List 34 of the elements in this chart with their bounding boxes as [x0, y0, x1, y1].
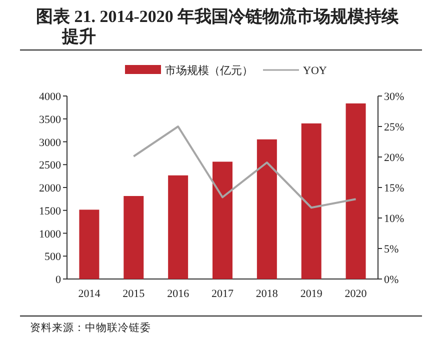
bar: [212, 162, 232, 279]
y-tick-label: 3500: [39, 114, 62, 126]
y-tick-label: 0: [56, 274, 62, 286]
bar: [168, 175, 188, 279]
bar: [346, 103, 366, 279]
y-tick-label: 4000: [39, 91, 62, 103]
x-tick-label: 2018: [256, 288, 278, 300]
y-tick-label: 500: [44, 251, 62, 264]
x-tick-label: 2015: [122, 288, 146, 300]
y-tick-label: 1000: [39, 228, 62, 240]
y2-tick-label: 5%: [384, 244, 399, 256]
legend-label: YOY: [303, 65, 327, 77]
bar: [256, 139, 277, 279]
x-tick-label: 2014: [78, 288, 101, 300]
bar: [301, 123, 322, 279]
x-tick-label: 2020: [344, 288, 368, 300]
title: 图表 21. 2014-2020 年我国冷链物流市场规模持续提升: [36, 7, 399, 46]
x-tick-label: 2019: [300, 288, 323, 300]
y2-tick-label: 25%: [384, 122, 404, 134]
y-tick-label: 1500: [39, 205, 62, 218]
y2-tick-label: 15%: [384, 182, 404, 194]
y-tick-label: 3000: [39, 136, 62, 149]
x-tick-label: 2016: [167, 288, 190, 300]
y2-tick-label: 30%: [384, 91, 404, 103]
y2-tick-label: 0%: [384, 274, 399, 286]
x-tick-label: 2017: [212, 288, 234, 300]
y-tick-label: 2000: [39, 182, 62, 194]
bar: [124, 196, 144, 279]
legend-label: 市场规模（亿元）: [165, 64, 253, 77]
y2-tick-label: 10%: [384, 213, 404, 225]
y2-tick-label: 20%: [384, 152, 404, 164]
y-tick-label: 2500: [39, 160, 62, 172]
text: 资料来源：中物联冷链委: [30, 321, 151, 334]
bar: [79, 210, 100, 279]
